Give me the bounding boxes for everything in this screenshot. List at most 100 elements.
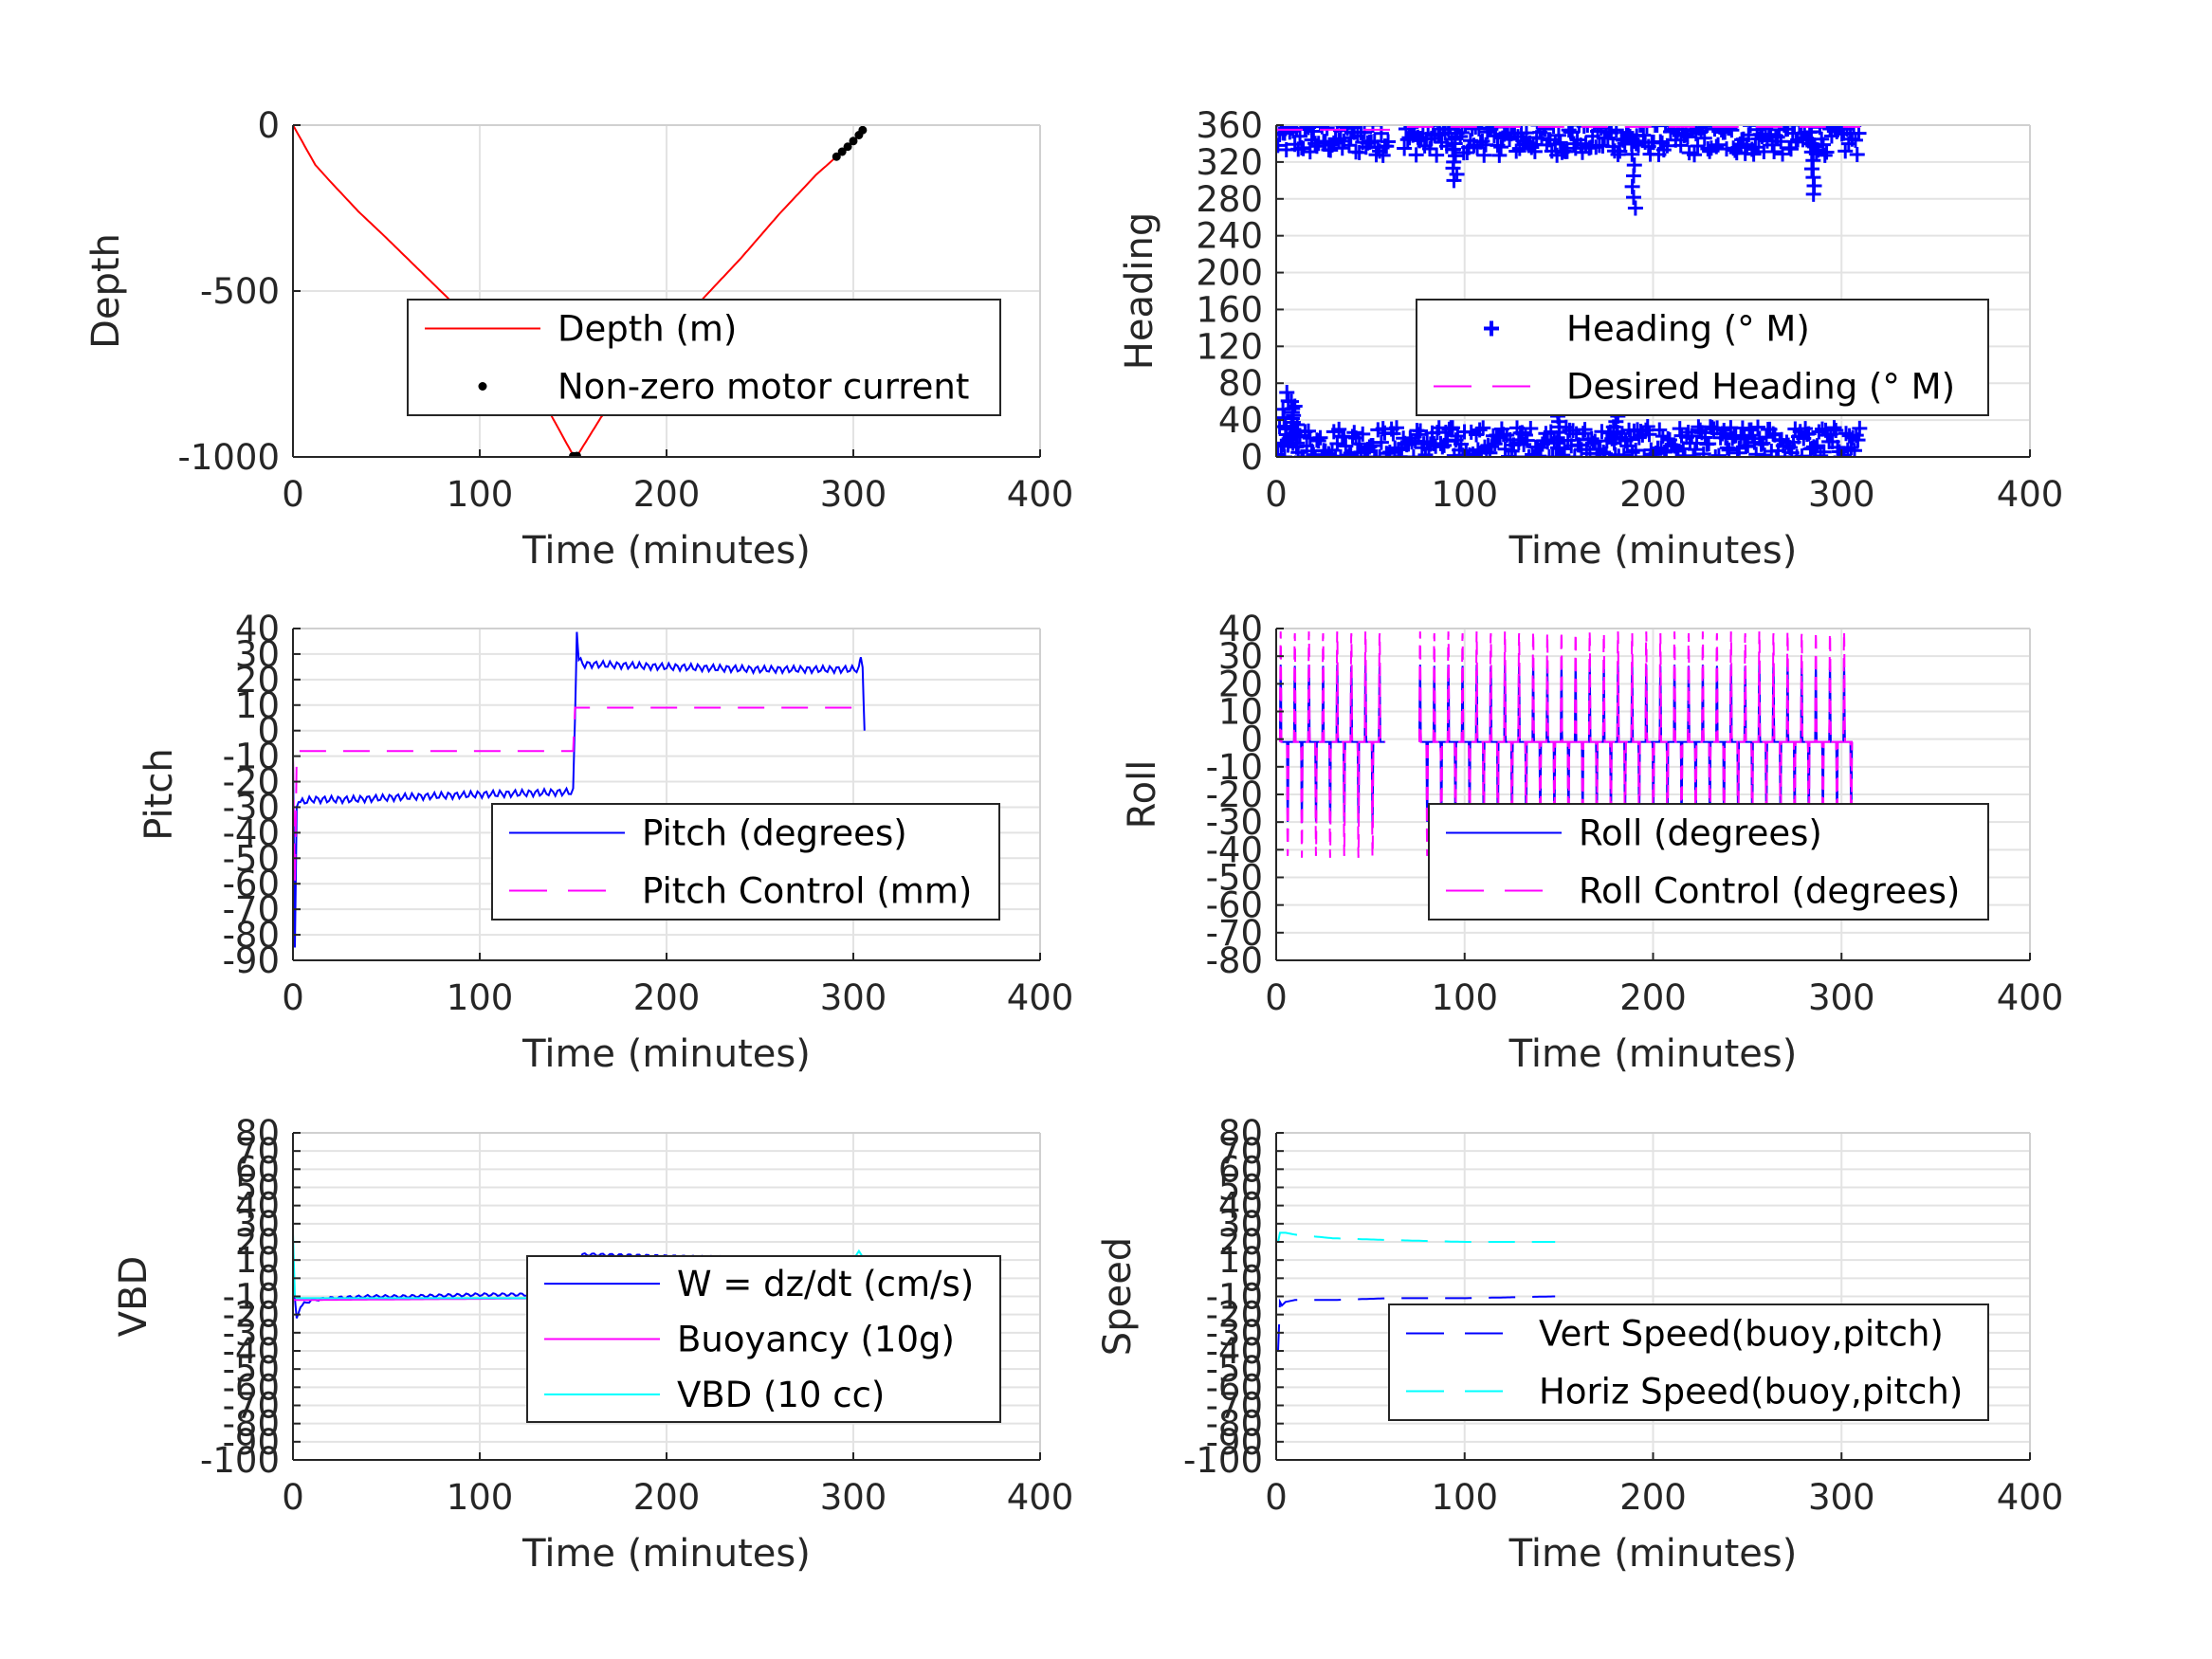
x-tick-label: 200 xyxy=(1619,1477,1687,1518)
data-point xyxy=(1319,125,1335,137)
x-tick-label: 400 xyxy=(1007,1477,1074,1518)
y-tick-label: -60 xyxy=(1206,1367,1263,1408)
data-point xyxy=(1441,421,1457,437)
data-point xyxy=(1750,419,1766,435)
data-point xyxy=(1803,144,1819,160)
x-tick-label: 0 xyxy=(282,1477,304,1518)
legend-label: Pitch (degrees) xyxy=(642,813,907,854)
data-point xyxy=(1460,449,1476,457)
series-heading-1 xyxy=(1276,125,1861,131)
data-point xyxy=(1659,137,1675,154)
legend-label: Heading (° M) xyxy=(1566,309,1810,350)
data-area xyxy=(293,631,866,948)
data-point xyxy=(1736,430,1752,447)
y-tick-label: 20 xyxy=(1218,664,1263,704)
y-tick-label: -70 xyxy=(1206,913,1263,954)
data-point xyxy=(1616,447,1632,457)
legend-label: Depth (m) xyxy=(558,309,737,350)
data-point xyxy=(1695,446,1711,457)
y-tick-label: 30 xyxy=(1218,636,1263,677)
data-point xyxy=(1306,447,1322,457)
data-point xyxy=(1721,442,1737,457)
data-point xyxy=(1731,440,1747,456)
data-point xyxy=(1724,125,1740,138)
x-tick-label: 400 xyxy=(1997,474,2064,515)
y-tick-label: 0 xyxy=(257,105,280,146)
data-point xyxy=(1341,447,1357,457)
legend-speed: Vert Speed(buoy,pitch) Horiz Speed(buoy,p… xyxy=(1388,1304,1989,1421)
y-tick-label: -30 xyxy=(223,787,280,828)
legend-label: Buoyancy (10g) xyxy=(677,1320,955,1360)
x-axis-label: Time (minutes) xyxy=(1508,529,1798,573)
data-point xyxy=(1843,440,1859,456)
y-tick-label: -70 xyxy=(223,889,280,930)
data-point xyxy=(1518,125,1534,141)
data-point xyxy=(1564,125,1581,140)
data-point xyxy=(1624,445,1640,457)
y-tick-label: -40 xyxy=(223,812,280,853)
y-tick-label: 360 xyxy=(1196,105,1263,146)
data-point xyxy=(1847,132,1863,148)
x-tick-label: 200 xyxy=(633,474,701,515)
data-point xyxy=(1331,421,1347,437)
data-point xyxy=(1788,134,1804,150)
data-point xyxy=(1429,147,1445,163)
y-tick-label: 30 xyxy=(1218,1204,1263,1245)
y-tick-label: -500 xyxy=(200,271,280,312)
data-point xyxy=(1550,127,1566,143)
data-point xyxy=(1366,449,1382,457)
data-point xyxy=(1786,125,1802,133)
y-tick-label: -60 xyxy=(223,864,280,904)
legend-swatch xyxy=(478,382,487,391)
data-point xyxy=(1628,136,1644,152)
series-pitch-1 xyxy=(293,706,865,884)
data-point xyxy=(843,142,852,152)
legend-box xyxy=(407,299,1001,416)
y-tick-label: 0 xyxy=(1240,437,1263,478)
series-line xyxy=(293,631,866,948)
y-tick-label: 0 xyxy=(257,1258,280,1299)
x-tick-label: 200 xyxy=(1619,977,1687,1018)
y-tick-label: 10 xyxy=(235,1240,280,1281)
data-point xyxy=(1364,437,1380,453)
y-tick-label: -30 xyxy=(223,1313,280,1354)
x-tick-label: 0 xyxy=(282,977,304,1018)
y-tick-label: 120 xyxy=(1196,326,1263,367)
legend-label: Horiz Speed(buoy,pitch) xyxy=(1539,1372,1963,1413)
x-tick-label: 300 xyxy=(820,474,887,515)
y-tick-label: 30 xyxy=(235,634,280,675)
data-point xyxy=(1835,449,1851,457)
data-point xyxy=(1373,125,1389,141)
x-tick-label: 200 xyxy=(633,977,701,1018)
data-point xyxy=(1334,140,1350,156)
data-point xyxy=(1577,422,1593,438)
legend-box xyxy=(491,803,1000,921)
series-line xyxy=(1277,1231,1556,1243)
data-point xyxy=(849,137,858,146)
chart-panel-depth: 0 100 200 300 400 -1000 -500 0 Time (minutes) Dep… xyxy=(84,105,1073,573)
x-tick-label: 100 xyxy=(1431,474,1498,515)
x-tick-label: 300 xyxy=(1808,977,1875,1018)
y-axis-label: Pitch xyxy=(137,748,181,840)
data-point xyxy=(1647,125,1663,133)
y-tick-label: 60 xyxy=(235,1149,280,1190)
data-point xyxy=(1497,441,1513,457)
legend-box xyxy=(1428,803,1989,921)
data-point xyxy=(1696,130,1712,146)
series-depth-1 xyxy=(569,125,868,457)
data-point xyxy=(1279,384,1295,400)
data-point xyxy=(1745,428,1761,444)
data-point xyxy=(1312,429,1328,446)
data-point xyxy=(1287,398,1303,414)
data-point xyxy=(1419,433,1435,449)
x-tick-label: 400 xyxy=(1007,977,1074,1018)
y-tick-label: 70 xyxy=(1218,1131,1263,1172)
data-point xyxy=(1341,137,1357,154)
data-point xyxy=(1440,125,1456,137)
y-tick-label: 10 xyxy=(235,685,280,726)
y-tick-label: 160 xyxy=(1196,289,1263,330)
y-tick-label: -70 xyxy=(223,1386,280,1427)
y-tick-label: -100 xyxy=(1183,1440,1263,1481)
series-line xyxy=(1277,1295,1556,1352)
data-point xyxy=(1277,418,1293,434)
